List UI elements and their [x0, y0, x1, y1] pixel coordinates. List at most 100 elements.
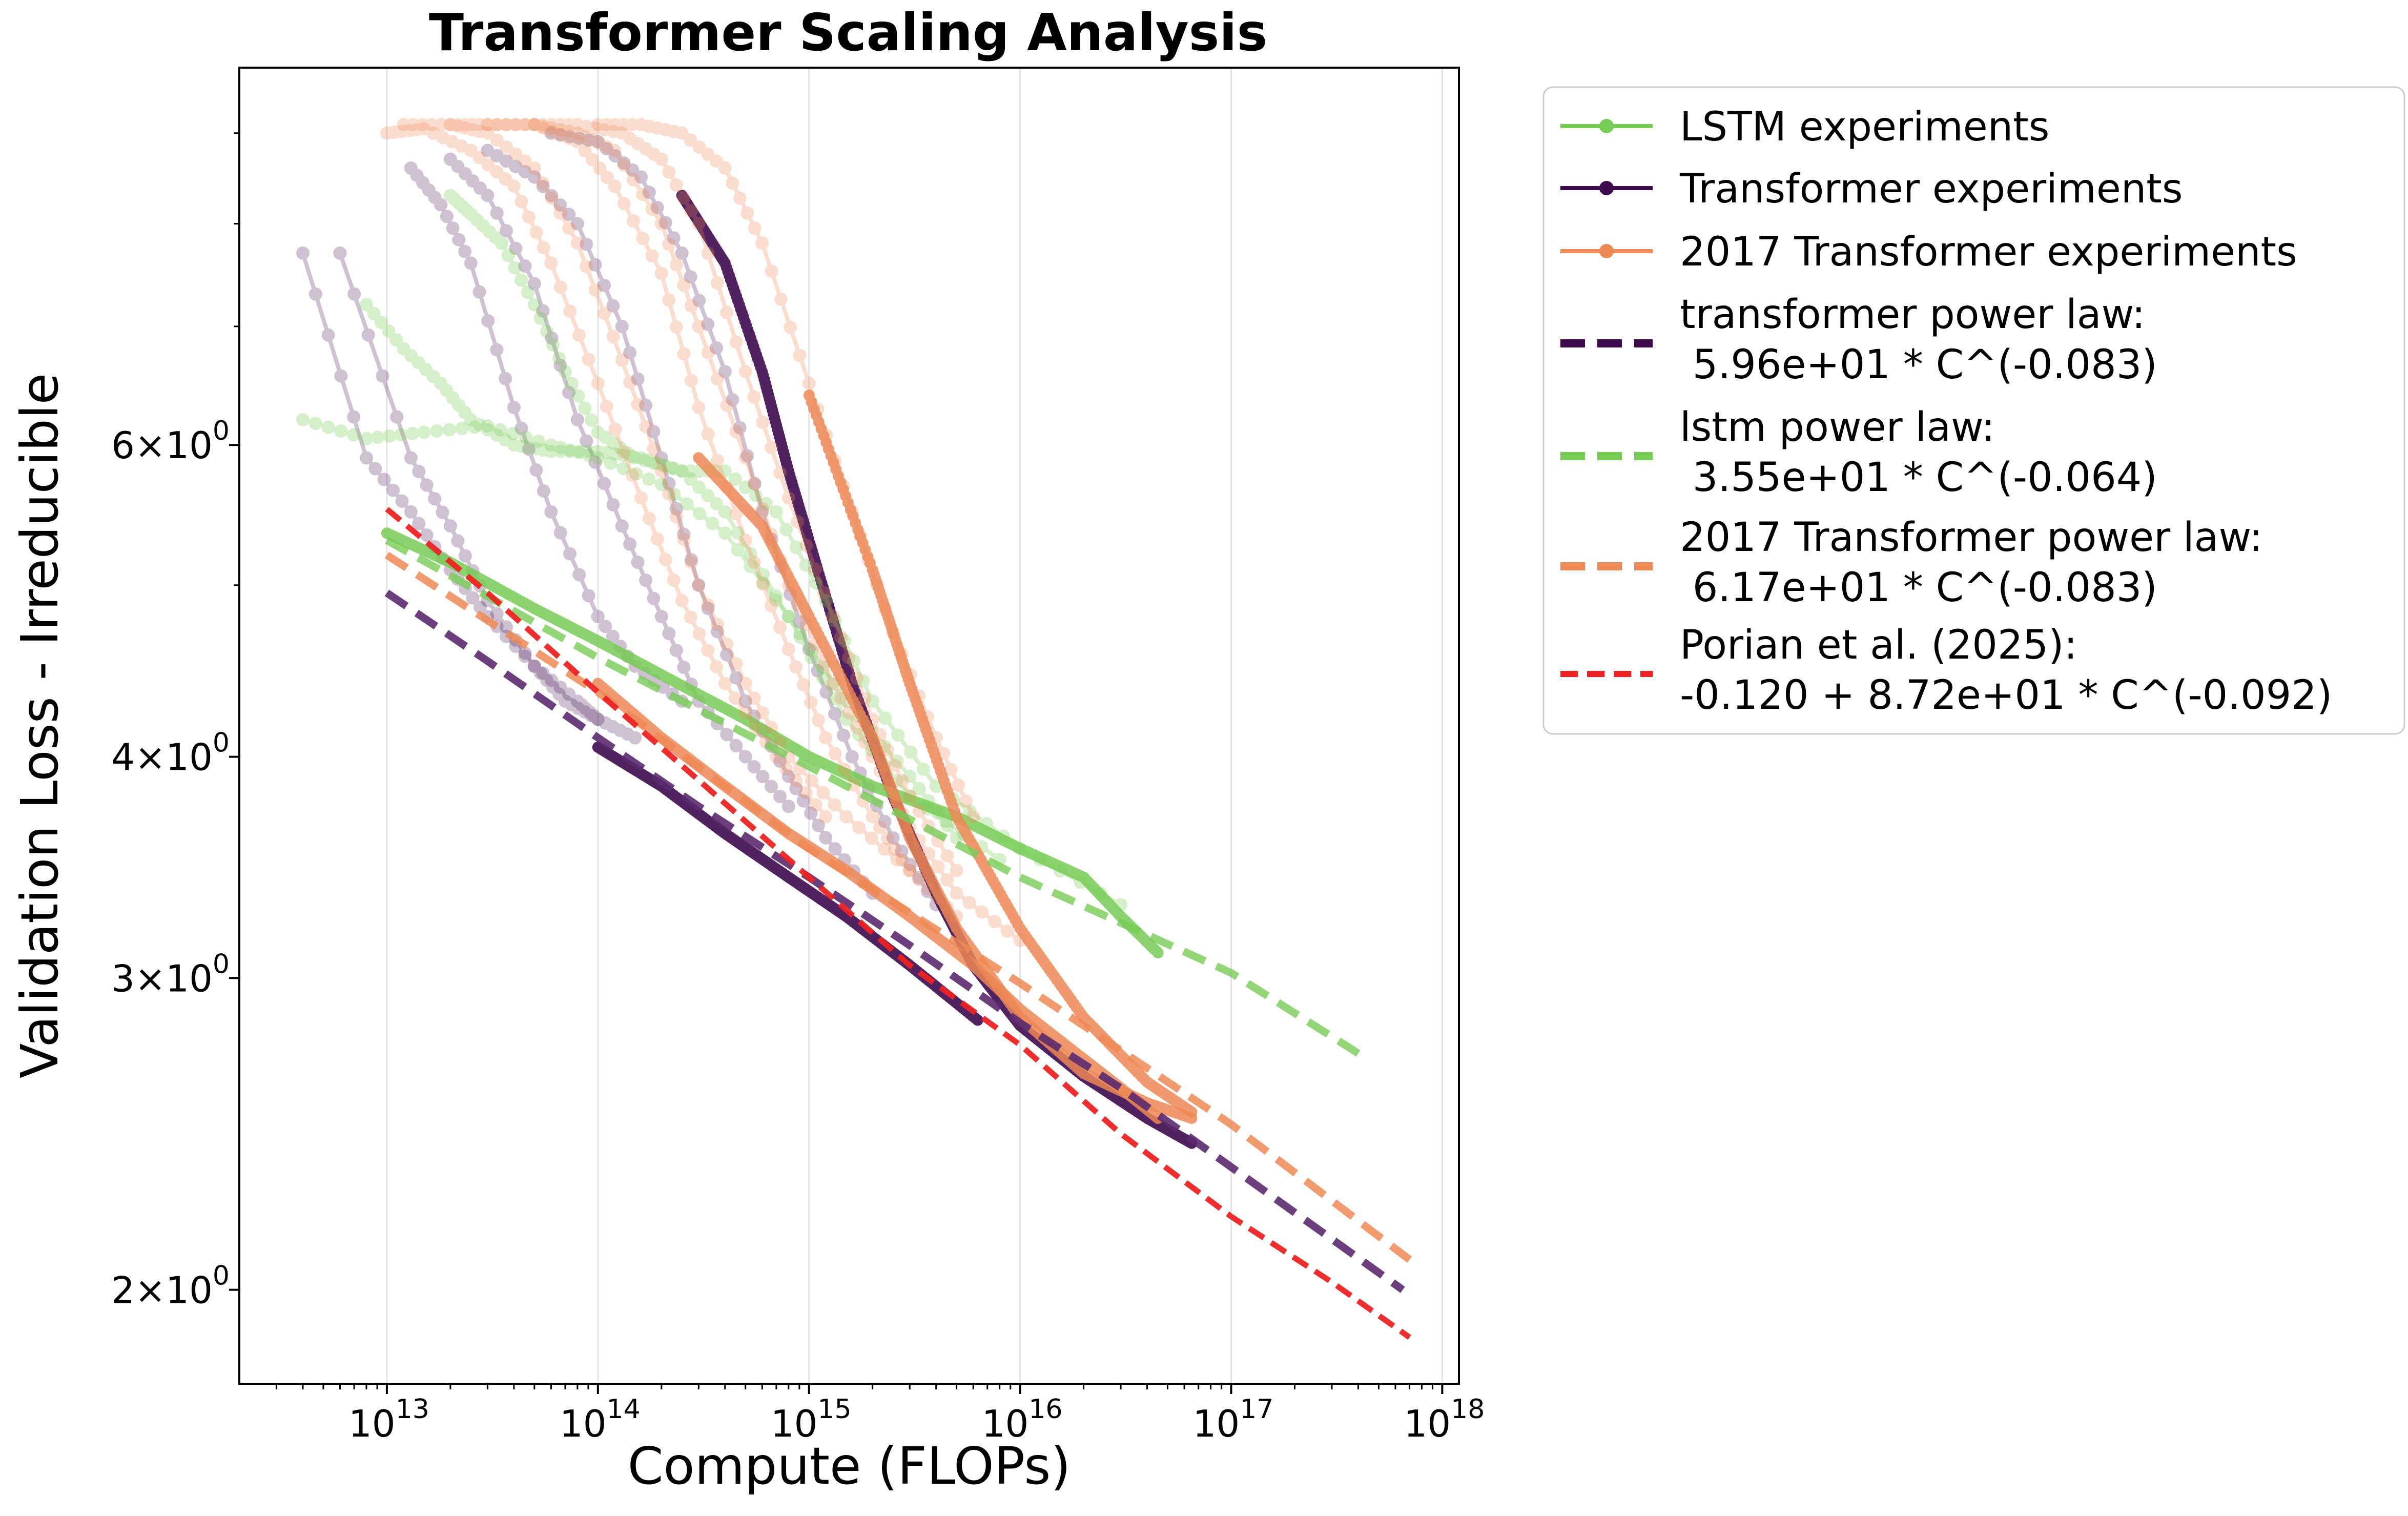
data-point	[390, 410, 404, 424]
data-point	[507, 401, 521, 414]
data-point	[540, 673, 553, 687]
data-point	[636, 188, 650, 201]
data-point	[490, 428, 504, 442]
plot-fits	[384, 507, 1412, 1340]
data-point	[756, 577, 770, 591]
data-point	[756, 502, 770, 516]
data-point	[647, 456, 661, 470]
data-point	[738, 480, 752, 494]
data-point	[500, 118, 513, 132]
legend-item-5: 2017 Transformer power law: 6.17e+01 * C…	[1560, 515, 2262, 611]
data-point	[582, 133, 595, 147]
data-point	[422, 183, 436, 197]
data-point	[578, 144, 592, 157]
data-point	[718, 505, 732, 519]
data-point	[656, 680, 670, 694]
data-point	[692, 578, 706, 592]
data-point	[779, 523, 793, 537]
data-point	[500, 118, 513, 132]
data-point	[826, 610, 840, 623]
data-point	[684, 556, 698, 569]
data-point	[931, 860, 944, 874]
data-point	[639, 420, 652, 434]
data-point	[296, 413, 310, 426]
data-point	[626, 468, 640, 482]
data-point	[598, 477, 611, 490]
data-point	[585, 133, 599, 147]
legend-item-0: LSTM experiments	[1560, 104, 2049, 150]
data-point	[642, 511, 656, 525]
data-point	[627, 173, 640, 187]
data-point	[572, 329, 586, 342]
data-point	[599, 431, 612, 444]
legend-item-3: transformer power law: 5.96e+01 * C^(-0.…	[1560, 292, 2157, 388]
data-point	[600, 399, 613, 413]
y-axis: 2×100 3×100 4×100 6×100	[111, 132, 239, 1312]
data-point	[866, 694, 879, 708]
data-point	[720, 398, 734, 412]
data-point	[508, 261, 522, 275]
data-point	[428, 492, 442, 506]
data-point	[518, 118, 532, 132]
legend-swatch-marker	[1599, 244, 1614, 258]
data-point	[434, 198, 447, 212]
data-point	[865, 831, 878, 845]
data-point	[455, 422, 469, 435]
legend-item-4: lstm power law: 3.55e+01 * C^(-0.064)	[1560, 404, 2157, 501]
data-point	[789, 782, 803, 795]
data-point	[604, 456, 618, 470]
data-point	[562, 125, 576, 138]
data-point	[371, 431, 385, 444]
data-point	[514, 273, 528, 287]
data-point	[347, 410, 361, 424]
data-point	[417, 122, 431, 136]
data-point	[470, 213, 484, 227]
data-point	[598, 306, 611, 320]
data-point	[527, 298, 541, 312]
data-point	[828, 798, 841, 812]
data-point	[570, 126, 584, 140]
data-point	[416, 176, 430, 190]
data-point	[903, 857, 917, 871]
data-point	[443, 118, 457, 132]
data-point	[466, 174, 480, 188]
data-point	[637, 454, 651, 467]
data-point	[529, 463, 543, 477]
data-point	[804, 695, 818, 709]
data-point	[536, 119, 550, 133]
data-point	[360, 298, 373, 312]
data-point	[553, 680, 567, 694]
data-point	[490, 118, 504, 132]
data-point	[669, 320, 683, 334]
data-point	[522, 441, 536, 455]
data-point	[828, 614, 842, 628]
data-point	[819, 831, 833, 845]
data-point	[436, 505, 449, 519]
data-point	[816, 786, 830, 800]
data-point	[382, 324, 396, 338]
data-point	[606, 125, 620, 138]
data-point	[527, 659, 541, 673]
data-point	[545, 191, 559, 205]
data-point	[608, 118, 622, 132]
data-point	[654, 267, 668, 280]
data-point	[386, 483, 400, 497]
data-point	[903, 789, 917, 803]
data-point	[559, 365, 572, 379]
data-point	[360, 451, 373, 465]
data-point	[629, 467, 643, 481]
data-point	[748, 477, 761, 490]
data-point	[701, 602, 715, 615]
data-point	[593, 137, 607, 150]
plot-frame	[238, 67, 1460, 1385]
data-point	[553, 123, 567, 137]
data-point	[747, 691, 761, 705]
data-point	[662, 627, 676, 640]
legend-label-formula: 6.17e+01 * C^(-0.083)	[1680, 565, 2157, 611]
data-point	[389, 333, 403, 347]
data-point	[667, 231, 681, 245]
data-point	[394, 428, 408, 442]
data-point	[580, 237, 593, 251]
data-point	[447, 192, 461, 206]
data-point	[710, 660, 723, 674]
